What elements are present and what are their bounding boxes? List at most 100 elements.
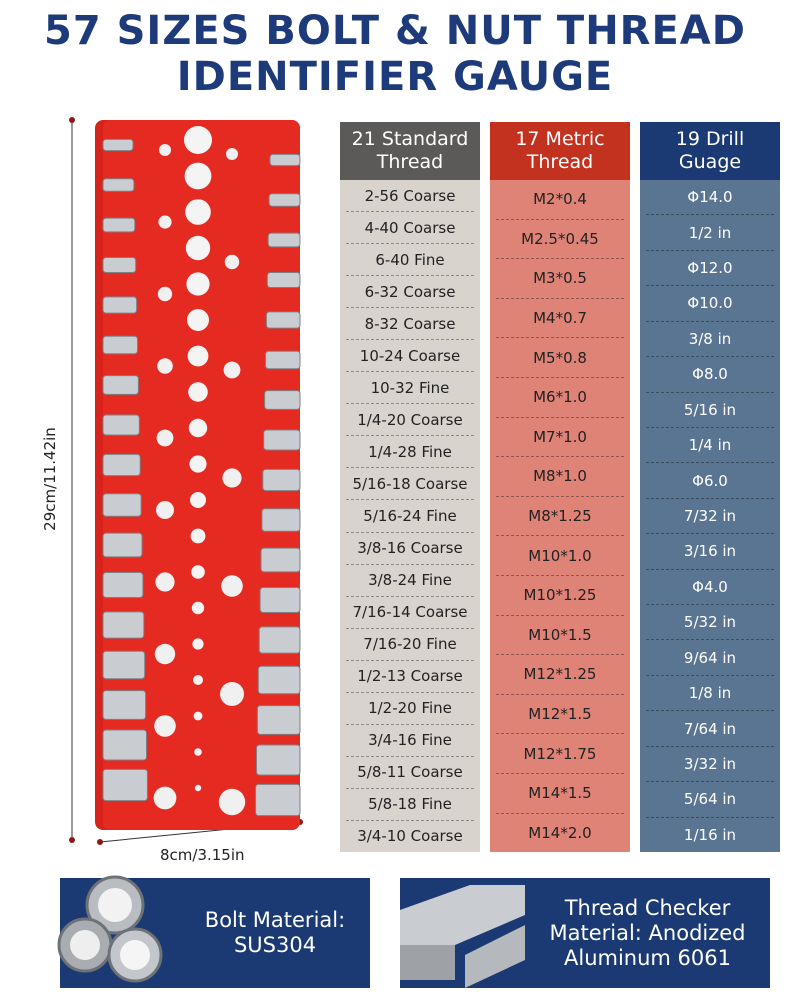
column-header: 21 Standard Thread	[340, 122, 480, 180]
hole	[154, 643, 176, 665]
gauge-face	[103, 120, 300, 830]
column-item: 5/8-11 Coarse	[346, 757, 474, 789]
drill-hole	[191, 601, 205, 615]
column-item: 5/16-18 Coarse	[346, 468, 474, 501]
hole	[155, 572, 175, 592]
material-badge: Bolt Material: SUS304	[180, 878, 370, 988]
bolt	[102, 296, 138, 314]
column-item: 1/16 in	[683, 825, 737, 844]
drill-column: 19 Drill Guage Φ14.0 1/2 in Φ12.0 Φ10.0 3/8 i…	[640, 122, 780, 852]
drill-hole	[186, 272, 210, 296]
bolt	[102, 650, 146, 680]
column-item: 1/2-20 Fine	[346, 693, 474, 725]
column-item: 5/8-18 Fine	[346, 789, 474, 821]
column-item: M12*1.25	[496, 655, 624, 695]
drill-hole	[193, 675, 203, 685]
column-item: 6-40 Fine	[346, 244, 474, 277]
hole	[221, 575, 243, 597]
bolt	[102, 493, 142, 517]
column-item: 1/2-13 Coarse	[346, 661, 474, 693]
column-body: Φ14.0 1/2 in Φ12.0 Φ10.0 3/8 in Φ8.0 5/16 in 1/…	[640, 180, 780, 852]
column-item: 8-32 Coarse	[346, 308, 474, 341]
column-header: 17 Metric Thread	[490, 122, 630, 180]
hole	[156, 429, 174, 447]
column-item: 4-40 Coarse	[346, 212, 474, 245]
hole	[156, 501, 174, 519]
pipe-bore	[120, 940, 150, 970]
drill-hole	[192, 638, 204, 650]
dimension-end	[97, 839, 103, 845]
bolt	[102, 414, 140, 436]
column-item: Φ12.0	[646, 251, 774, 287]
column-item: 3/8-24 Fine	[346, 565, 474, 597]
drill-hole	[191, 565, 205, 579]
bolt	[262, 468, 301, 492]
column-item: Φ4.0	[646, 570, 774, 606]
column-item: 3/4-10 Coarse	[357, 827, 463, 846]
bar	[465, 925, 525, 988]
bolt	[102, 178, 135, 192]
drill-hole	[194, 784, 202, 792]
column-item: 7/32 in	[646, 499, 774, 535]
column-title: 21 Standard	[351, 128, 469, 150]
bolt	[102, 768, 148, 802]
column-item: 2-56 Coarse	[346, 180, 474, 213]
bolt	[259, 586, 301, 614]
column-body: M2*0.4 M2.5*0.45 M3*0.5 M4*0.7 M5*0.8 M6*1.0 M…	[490, 180, 630, 852]
hole	[220, 682, 244, 706]
bolt	[265, 311, 301, 329]
column-item: M6*1.0	[496, 378, 624, 418]
column-item: 7/64 in	[646, 711, 774, 747]
drill-hole	[190, 528, 206, 544]
bolt	[261, 508, 301, 532]
hole	[226, 148, 238, 160]
column-body: 2-56 Coarse 4-40 Coarse 6-40 Fine 6-32 Coar…	[340, 180, 480, 852]
column-item: Φ6.0	[646, 463, 774, 499]
drill-hole	[187, 345, 209, 367]
column-item: 1/2 in	[646, 215, 774, 251]
column-item: 3/8-16 Coarse	[346, 533, 474, 565]
column-item: M3*0.5	[496, 259, 624, 299]
column-item: M10*1.25	[496, 576, 624, 616]
column-item: 6-32 Coarse	[346, 276, 474, 309]
dimension-end	[69, 837, 75, 843]
bolt	[256, 705, 301, 735]
column-item: 3/32 in	[646, 747, 774, 783]
column-title: Thread	[376, 151, 444, 173]
hole	[154, 715, 176, 737]
column-item: M2.5*0.45	[496, 220, 624, 260]
bolt	[267, 232, 301, 248]
bolt	[256, 744, 301, 776]
column-item: M14*2.0	[528, 823, 592, 842]
hole	[158, 215, 172, 229]
column-item: 5/16-24 Fine	[346, 500, 474, 533]
column-item: 10-24 Coarse	[346, 340, 474, 373]
bolt	[102, 217, 136, 233]
column-item: 7/16-14 Coarse	[346, 597, 474, 629]
column-item: Φ14.0	[646, 180, 774, 216]
column-header: 19 Drill Guage	[640, 122, 780, 180]
width-label: 8cm/3.15in	[160, 846, 245, 864]
column-title: Thread	[526, 151, 594, 173]
bolt	[102, 453, 141, 477]
hole	[153, 786, 177, 810]
column-item: M12*1.75	[496, 734, 624, 774]
column-item: Φ8.0	[646, 357, 774, 393]
drill-hole	[187, 309, 209, 331]
drill-hole	[193, 711, 203, 721]
bolt	[102, 335, 138, 355]
column-item: 10-32 Fine	[346, 372, 474, 405]
column-item: M10*1.0	[496, 536, 624, 576]
column-item: M2*0.4	[496, 180, 624, 220]
bolt	[258, 626, 301, 654]
column-title: Guage	[678, 151, 742, 173]
bar	[400, 945, 455, 980]
bolt	[265, 350, 301, 370]
column-item: M8*1.25	[496, 497, 624, 537]
bolt	[102, 611, 145, 639]
bolt	[264, 390, 301, 410]
bolt	[102, 532, 143, 558]
hole	[218, 788, 246, 816]
column-item: 5/16 in	[646, 393, 774, 428]
